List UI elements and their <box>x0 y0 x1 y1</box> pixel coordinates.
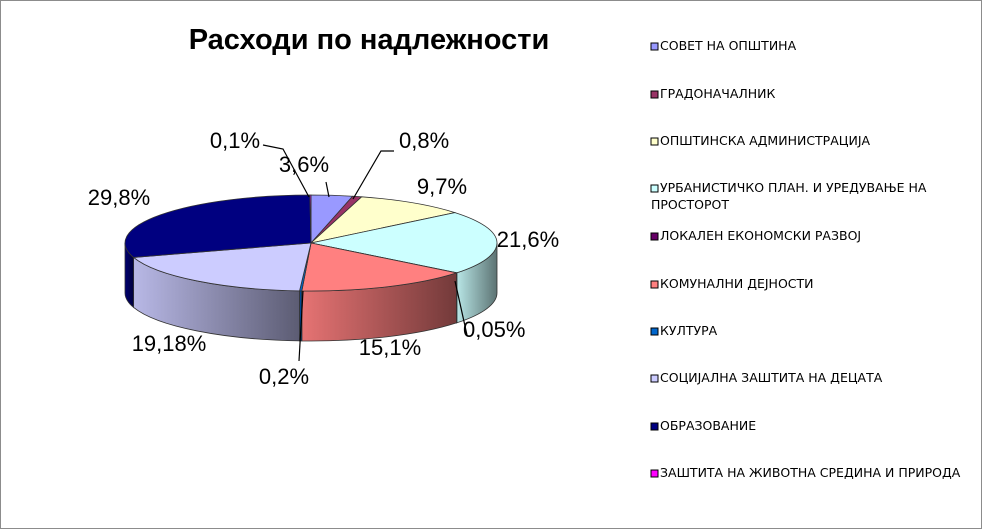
pie-leader-lines <box>262 144 468 362</box>
legend-swatch-култура <box>650 327 659 336</box>
pie-slice-комунални-дејности <box>301 242 459 292</box>
legend-label-комунални-дејности: КОМУНАЛНИ ДЕЈНОСТИ <box>660 276 814 291</box>
legend-swatch-локален-економски-развој <box>650 232 659 241</box>
pie-slice-социјална-заштита-на-децата <box>132 242 312 292</box>
pie-slice-образование <box>124 194 312 258</box>
legend-swatch-комунални-дејности <box>650 280 659 289</box>
pct-label-социјална-заштита-на-децата: 19,18% <box>132 331 207 356</box>
legend-label-локален-економски-развој: ЛОКАЛЕН ЕКОНОМСКИ РАЗВОЈ <box>660 228 861 243</box>
legend-swatch-општинска-администрација <box>650 137 659 146</box>
legend-swatch-социјална-заштита-на-децата <box>650 374 659 383</box>
legend-swatch-градоначалник <box>650 90 659 99</box>
legend: СОВЕТ НА ОПШТИНА ГРАДОНАЧАЛНИК ОПШТИНСКА А… <box>650 38 961 480</box>
pie-sides <box>124 242 498 342</box>
legend-label-градоначалник: ГРАДОНАЧАЛНИК <box>660 86 776 101</box>
pie-top-faces <box>124 194 498 292</box>
pct-label-градоначалник: 0,8% <box>399 128 449 153</box>
pct-label-урбанистичко-план-и-уредување-на-просторот: 21,6% <box>497 227 559 252</box>
leader-line-совет-на-општина <box>325 181 330 198</box>
legend-swatch-совет-на-општина <box>650 42 659 51</box>
legend-label-култура: КУЛТУРА <box>660 323 718 338</box>
legend-label-социјална-заштита-на-децата: СОЦИЈАЛНА ЗАШТИТА НА ДЕЦАТА <box>660 370 883 385</box>
legend-label-совет-на-општина: СОВЕТ НА ОПШТИНА <box>660 38 797 53</box>
pct-label-совет-на-општина: 3,6% <box>279 152 329 177</box>
pct-label-комунални-дејности: 15,1% <box>359 335 421 360</box>
legend-swatch-образование <box>650 422 659 431</box>
leader-line-градоначалник <box>352 150 394 200</box>
legend-swatch-урбанистичко-план-и-уредување-на-просторот <box>650 184 659 193</box>
pie-slice-заштита-на-животна-средина-и-природа <box>309 194 312 244</box>
pct-label-образование: 29,8% <box>88 185 150 210</box>
pie-labels: 3,6% 0,8% 9,7% 21,6% 0,05% 15,1% 0,2% 19,18% 29,… <box>88 128 559 389</box>
chart-title: Расходи по надлежности <box>189 24 550 56</box>
legend-label-општинска-администрација: ОПШТИНСКА АДМИНИСТРАЦИЈА <box>660 133 871 148</box>
pct-label-општинска-администрација: 9,7% <box>417 174 467 199</box>
legend-label-урбанистичко-план-и-уредување-на-просторот: УРБАНИСТИЧКО ПЛАН. И УРЕДУВАЊЕ НА ПРОСТОР… <box>651 180 927 212</box>
pct-label-локален-економски-развој: 0,05% <box>463 317 525 342</box>
pie-slice-општинска-администрација <box>309 196 457 244</box>
leader-line-заштита-на-животна-средина-и-природа <box>262 144 310 198</box>
legend-swatch-заштита-на-животна-средина-и-природа <box>650 469 659 478</box>
pct-label-култура: 0,2% <box>259 364 309 389</box>
pie-slice-урбанистичко-план-и-уредување-на-просторот <box>310 212 498 274</box>
leader-line-култура <box>298 290 304 362</box>
legend-label-заштита-на-животна-средина-и-природа: ЗАШТИТА НА ЖИВОТНА СРЕДИНА И ПРИРОДА <box>660 465 961 480</box>
leader-line-локален-економски-развој <box>454 280 468 336</box>
pct-label-заштита-на-животна-средина-и-природа: 0,1% <box>210 128 260 153</box>
legend-label-образование: ОБРАЗОВАНИЕ <box>660 418 756 433</box>
